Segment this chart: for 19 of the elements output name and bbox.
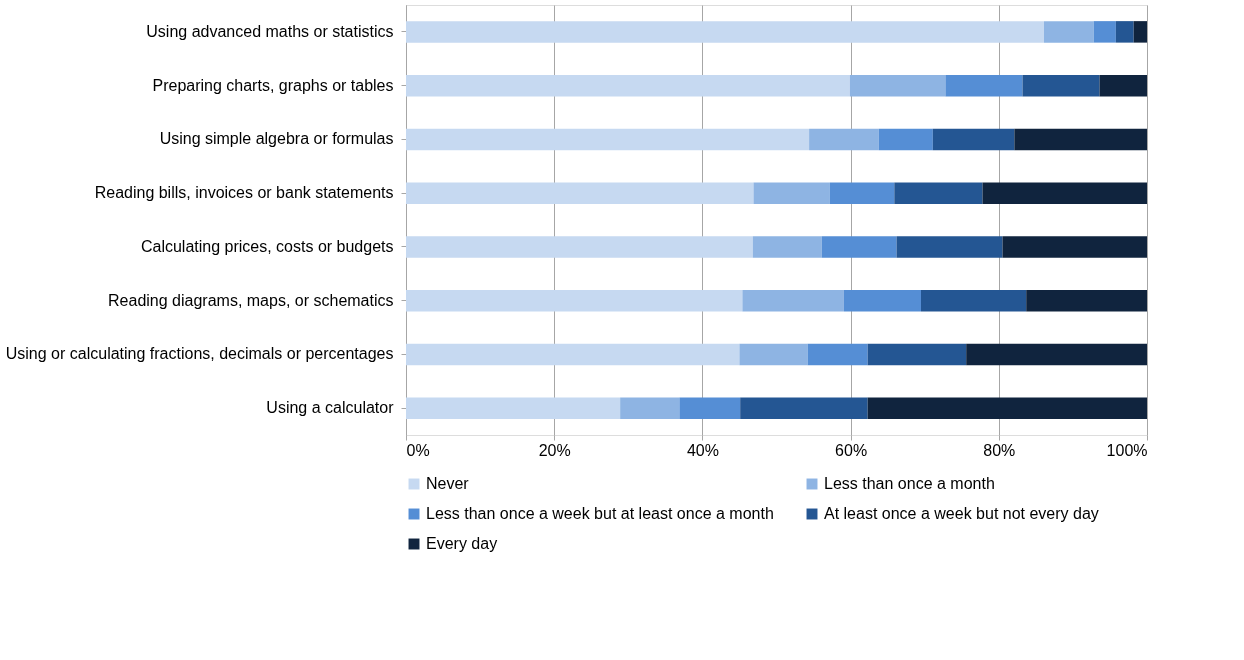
y-tick-label: Calculating prices, costs or budgets	[140, 237, 394, 255]
x-tick-label: 60%	[835, 441, 868, 459]
y-tick-label: Using or calculating fractions, decimals or percentages	[5, 345, 394, 363]
x-tick-label: 80%	[983, 441, 1016, 459]
x-tick-label: 40%	[686, 441, 719, 459]
legend-label: Less than once a week but at least once a month	[426, 505, 774, 522]
x-tick-label: 0%	[406, 441, 430, 459]
legend-label: Never	[426, 475, 470, 492]
y-tick-label: Using advanced maths or statistics	[146, 22, 394, 40]
x-tick-label: 100%	[1106, 441, 1148, 459]
y-tick-label: Reading bills, invoices or bank statements	[94, 184, 394, 202]
y-tick-label: Using a calculator	[266, 399, 395, 417]
legend-label: Every day	[426, 535, 498, 552]
y-tick-label: Using simple algebra or formulas	[159, 130, 394, 148]
legend-label: Less than once a month	[824, 475, 995, 492]
legend-label: At least once a week but not every day	[824, 505, 1099, 522]
y-tick-label: Preparing charts, graphs or tables	[152, 76, 394, 94]
x-tick-label: 20%	[538, 441, 571, 459]
y-tick-label: Reading diagrams, maps, or schematics	[108, 291, 394, 309]
